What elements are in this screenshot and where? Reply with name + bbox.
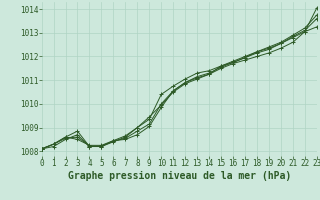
X-axis label: Graphe pression niveau de la mer (hPa): Graphe pression niveau de la mer (hPa) [68, 171, 291, 181]
